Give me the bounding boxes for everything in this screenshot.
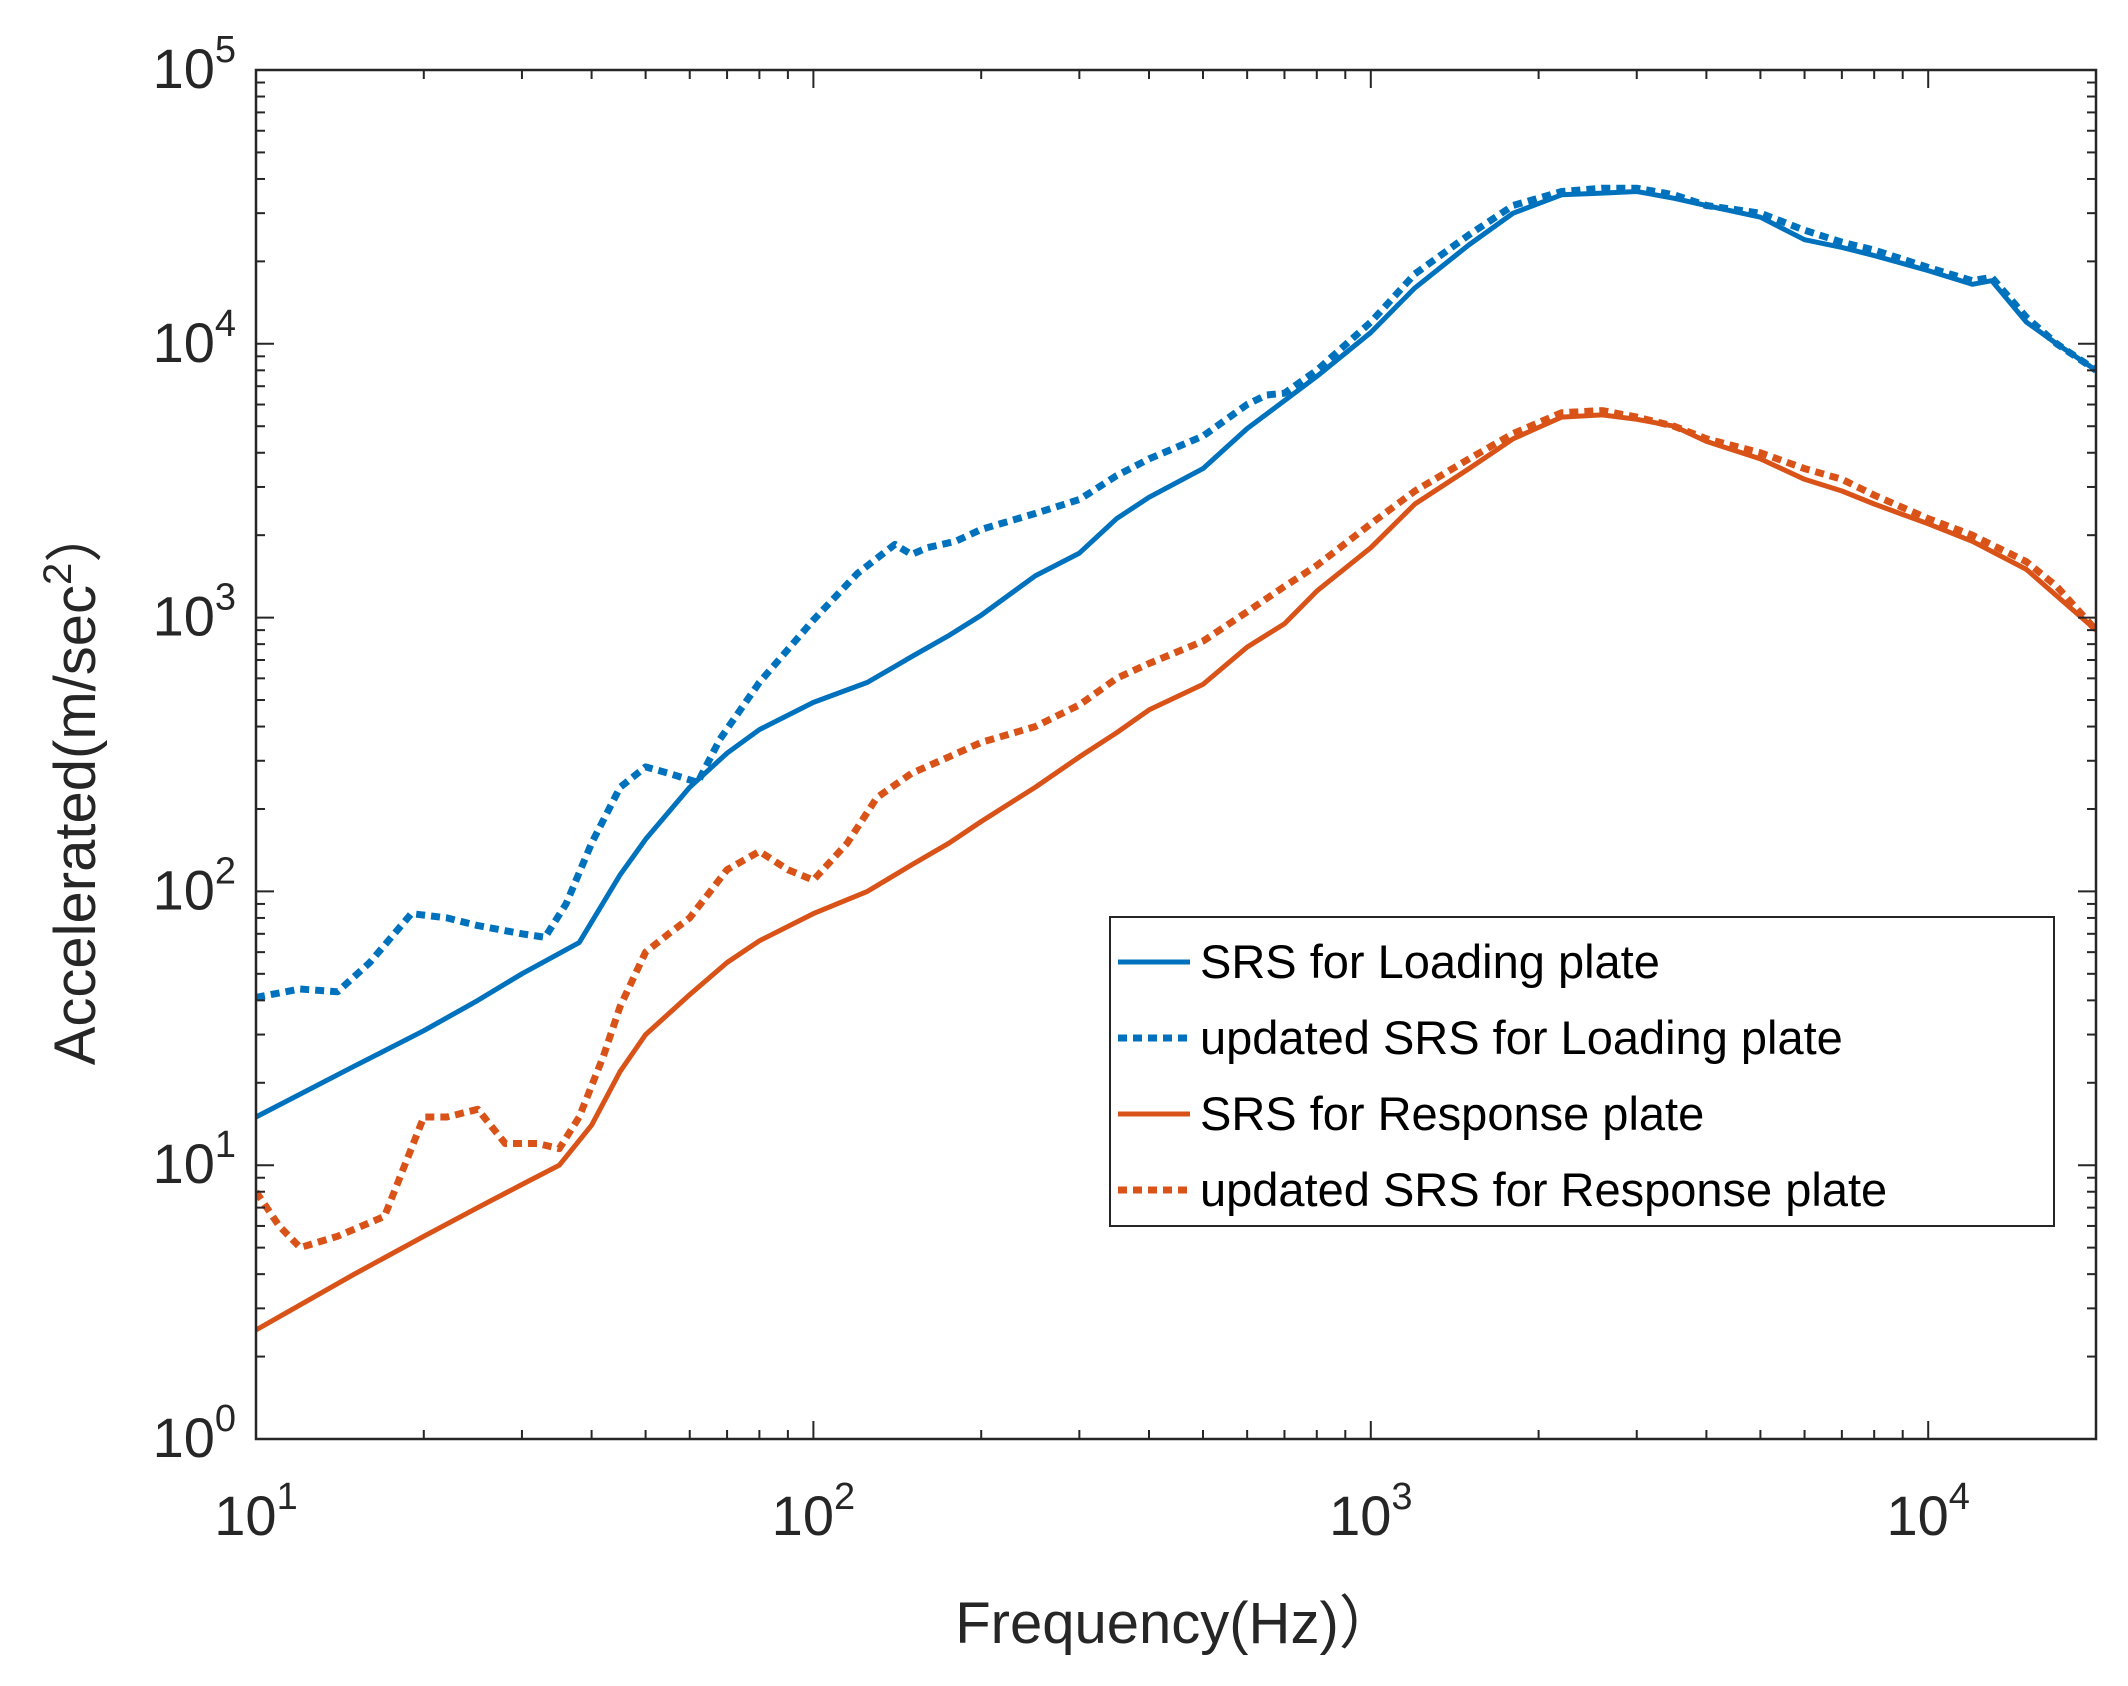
tick-base: 10 [153, 37, 215, 100]
series-line-srs-for-response-plate [256, 412, 2096, 1333]
series-line-updated-srs-for-loading-plate [256, 184, 2096, 1001]
series-line-updated-srs-for-response-plate [256, 407, 2096, 1252]
tick-base: 10 [214, 1484, 276, 1547]
legend-label-srs-for-loading-plate: SRS for Loading plate [1200, 935, 1660, 988]
y-tick-label-3: 102 [153, 850, 236, 921]
x-axis-title: Frequency(Hz)） [955, 1591, 1397, 1656]
tick-exponent: 5 [215, 29, 236, 71]
x-tick-label-2: 102 [772, 1476, 855, 1547]
legend-box [1109, 916, 2055, 1227]
tick-exponent: 2 [834, 1476, 855, 1518]
tick-exponent: 4 [215, 303, 236, 345]
x-tick-label-3: 103 [1329, 1476, 1412, 1547]
y-tick-label-6: 105 [153, 29, 236, 100]
legend-label-srs-for-response-plate: SRS for Response plate [1200, 1087, 1704, 1140]
x-tick-label-4: 104 [1886, 1476, 1969, 1547]
plot-area [256, 70, 2096, 1439]
y-tick-label-1: 100 [153, 1398, 236, 1469]
y-axis-title-close: ） [43, 505, 108, 563]
y-axis-title: Accelerated(m/sec2） [36, 505, 108, 1066]
series-layer [256, 184, 2096, 1333]
y-tick-label-4: 103 [153, 577, 236, 648]
tick-exponent: 3 [215, 577, 236, 619]
series-line-srs-for-loading-plate [256, 189, 2096, 1120]
tick-layer [255, 70, 2097, 1440]
tick-base: 10 [153, 585, 215, 648]
tick-exponent: 3 [1391, 1476, 1412, 1518]
y-axis-title-superscript: 2 [36, 563, 80, 585]
tick-base: 10 [153, 1132, 215, 1195]
tick-exponent: 4 [1949, 1476, 1970, 1518]
tick-exponent: 1 [277, 1476, 298, 1518]
y-axis-title-main: Accelerated(m/sec [43, 585, 108, 1065]
tick-exponent: 2 [215, 850, 236, 892]
tick-base: 10 [153, 1406, 215, 1469]
x-tick-label-1: 101 [214, 1476, 297, 1547]
tick-base: 10 [1329, 1484, 1391, 1547]
tick-base: 10 [153, 311, 215, 374]
plot-frame [254, 68, 2098, 1441]
tick-base: 10 [153, 858, 215, 921]
y-tick-label-2: 101 [153, 1124, 236, 1195]
legend-label-updated-srs-for-response-plate: updated SRS for Response plate [1200, 1163, 1887, 1216]
tick-base: 10 [772, 1484, 834, 1547]
tick-exponent: 0 [215, 1398, 236, 1440]
tick-base: 10 [1886, 1484, 1948, 1547]
y-tick-label-5: 104 [153, 303, 236, 374]
legend-label-updated-srs-for-loading-plate: updated SRS for Loading plate [1200, 1011, 1843, 1064]
legend: SRS for Loading plate updated SRS for Loa… [1109, 916, 2055, 1227]
tick-exponent: 1 [215, 1124, 236, 1166]
